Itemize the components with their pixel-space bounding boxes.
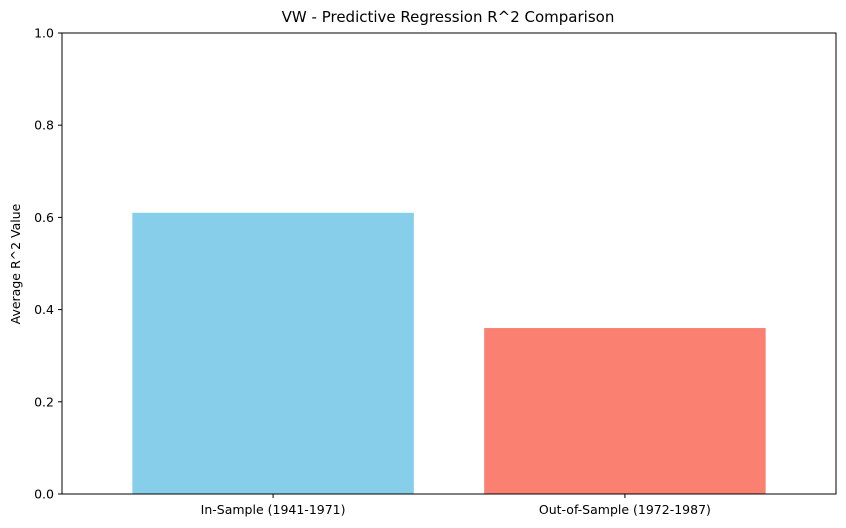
bars-group <box>132 212 766 495</box>
y-tick-label-4: 0.8 <box>34 118 54 133</box>
x-tick-label-1: Out-of-Sample (1972-1987) <box>539 502 711 517</box>
y-axis-label: Average R^2 Value <box>8 203 23 324</box>
plot-frame <box>61 32 837 495</box>
y-tick-label-3: 0.6 <box>34 210 54 225</box>
bar-0 <box>132 212 414 495</box>
y-tick-label-2: 0.4 <box>34 302 54 317</box>
bar-1 <box>484 328 766 494</box>
y-axis-ticks: 0.0 0.2 0.4 0.6 0.8 1.0 <box>34 26 62 502</box>
chart-title: VW - Predictive Regression R^2 Compariso… <box>282 8 615 26</box>
x-tick-label-0: In-Sample (1941-1971) <box>201 502 346 517</box>
y-tick-label-0: 0.0 <box>34 487 54 502</box>
x-axis-ticks: In-Sample (1941-1971) Out-of-Sample (1972… <box>201 494 711 517</box>
y-tick-label-5: 1.0 <box>34 26 54 41</box>
y-tick-label-1: 0.2 <box>34 394 54 409</box>
